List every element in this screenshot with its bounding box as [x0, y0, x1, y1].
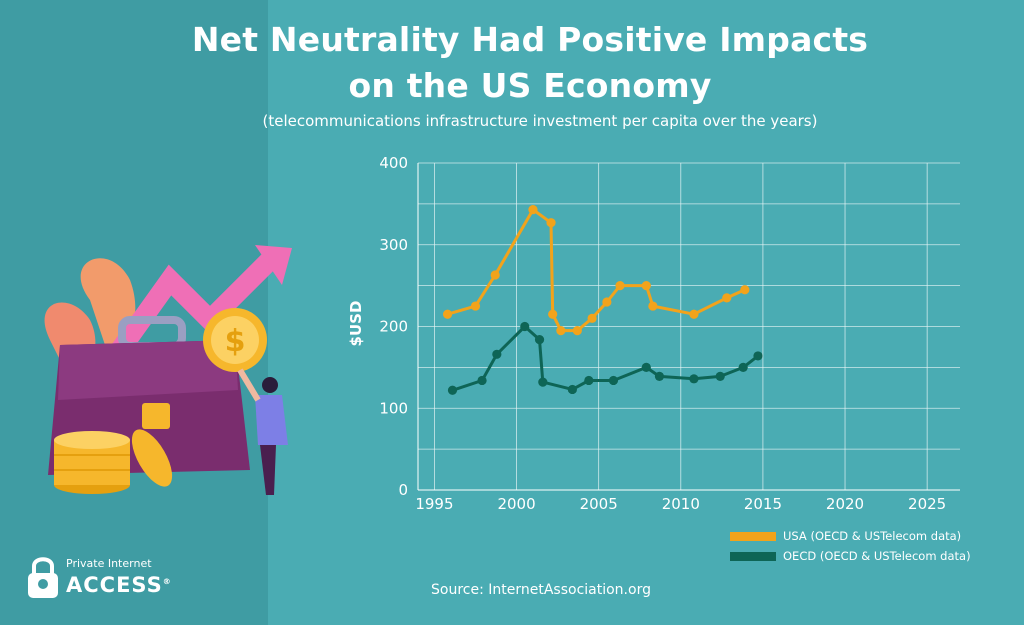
- svg-text:$: $: [225, 324, 246, 359]
- data-point-oecd: [641, 362, 651, 372]
- y-tick-label: 300: [379, 236, 408, 254]
- x-tick-label: 2005: [580, 495, 618, 513]
- legend-label-oecd: OECD (OECD & USTelecom data): [783, 549, 971, 563]
- chart-legend: USA (OECD & USTelecom data) OECD (OECD &…: [730, 527, 971, 567]
- data-point-oecd: [492, 349, 502, 359]
- data-point-usa: [572, 325, 582, 336]
- data-point-usa: [602, 297, 612, 307]
- data-point-usa: [615, 281, 625, 291]
- data-point-oecd: [477, 375, 487, 386]
- data-point-usa: [740, 285, 750, 295]
- source-note: Source: InternetAssociation.org: [431, 582, 651, 598]
- legend-swatch-usa: [730, 531, 776, 541]
- y-tick-label: 200: [379, 318, 408, 336]
- data-point-oecd: [654, 371, 665, 381]
- data-point-oecd: [520, 321, 530, 332]
- data-point-oecd: [538, 377, 548, 387]
- data-point-oecd: [753, 351, 763, 361]
- brand-logo: Private Internet ACCESS®: [26, 554, 172, 600]
- x-tick-label: 2010: [662, 495, 700, 513]
- title-line-2: on the US Economy: [348, 66, 712, 105]
- data-point-usa: [556, 325, 566, 336]
- data-point-usa: [546, 218, 556, 228]
- y-tick-label: 400: [379, 154, 408, 172]
- y-tick-label: 100: [379, 399, 408, 417]
- lock-icon: [28, 557, 58, 598]
- brand-registered-mark: ®: [162, 577, 172, 586]
- x-tick-label: 1995: [415, 495, 453, 513]
- legend-swatch-oecd: [730, 551, 776, 561]
- brand-text: Private Internet ACCESS®: [66, 557, 172, 597]
- x-tick-label: 2025: [908, 495, 946, 513]
- data-point-usa: [442, 309, 453, 319]
- subtitle: (telecommunications infrastructure inves…: [262, 112, 818, 130]
- title-line-1: Net Neutrality Had Positive Impacts: [191, 20, 869, 59]
- data-point-oecd: [584, 375, 594, 386]
- legend-item-usa: USA (OECD & USTelecom data): [730, 527, 971, 545]
- data-point-usa: [689, 309, 699, 319]
- x-tick-label: 2020: [826, 495, 864, 513]
- x-tick-label: 2000: [497, 495, 535, 513]
- data-point-oecd: [715, 371, 725, 381]
- data-point-usa: [648, 301, 658, 311]
- brand-big-text: ACCESS®: [66, 570, 172, 597]
- data-point-oecd: [534, 334, 545, 345]
- y-axis-title: $USD: [347, 301, 365, 347]
- brand-small-text: Private Internet: [66, 557, 152, 570]
- brand-name: ACCESS: [66, 573, 163, 597]
- data-point-oecd: [689, 374, 699, 384]
- data-point-usa: [548, 309, 558, 319]
- series-line-usa: [447, 208, 746, 333]
- data-point-usa: [722, 293, 732, 303]
- data-point-usa: [470, 301, 481, 311]
- data-point-oecd: [608, 375, 619, 386]
- briefcase-growth-illustration: $: [44, 245, 292, 495]
- data-point-oecd: [447, 385, 458, 395]
- x-tick-label: 2015: [744, 495, 782, 513]
- legend-label-usa: USA (OECD & USTelecom data): [783, 529, 962, 543]
- y-tick-label: 0: [398, 481, 408, 499]
- legend-item-oecd: OECD (OECD & USTelecom data): [730, 547, 971, 565]
- data-point-usa: [490, 270, 500, 280]
- data-point-usa: [587, 313, 597, 323]
- data-point-usa: [528, 204, 538, 215]
- data-point-usa: [641, 281, 651, 291]
- data-point-oecd: [567, 384, 577, 395]
- data-point-oecd: [738, 362, 748, 372]
